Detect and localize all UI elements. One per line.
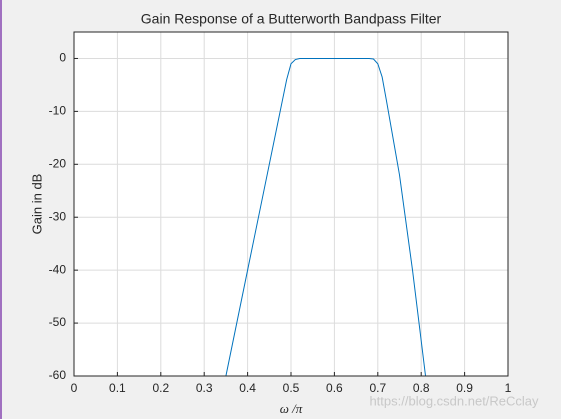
y-tick-label: -50 bbox=[49, 315, 67, 329]
x-tick-label: 0.4 bbox=[239, 381, 256, 395]
x-tick-label: 1 bbox=[505, 381, 512, 395]
x-tick-label: 0.2 bbox=[152, 381, 169, 395]
x-axis-label: ω /π bbox=[280, 401, 303, 416]
x-tick-label: 0.5 bbox=[283, 381, 300, 395]
window-border bbox=[0, 0, 2, 419]
y-axis-label: Gain in dB bbox=[29, 174, 44, 235]
axes-box bbox=[73, 31, 509, 377]
chart-title: Gain Response of a Butterworth Bandpass … bbox=[141, 11, 442, 27]
y-tick-label: -30 bbox=[49, 209, 67, 223]
y-tick-label: -60 bbox=[49, 368, 67, 382]
x-tick-label: 0.1 bbox=[109, 381, 126, 395]
watermark: https://blog.csdn.net/ReCclay bbox=[369, 393, 539, 408]
x-tick-label: 0.6 bbox=[326, 381, 343, 395]
y-tick-label: -10 bbox=[49, 104, 67, 118]
line bbox=[225, 57, 427, 377]
y-tick-label: -20 bbox=[49, 156, 67, 170]
x-tick-label: 0.7 bbox=[369, 381, 386, 395]
x-tick-label: 0.3 bbox=[196, 381, 213, 395]
x-tick-label: 0.8 bbox=[413, 381, 430, 395]
x-tick-label: 0.9 bbox=[456, 381, 473, 395]
y-tick-label: 0 bbox=[59, 51, 66, 65]
y-tick-label: -40 bbox=[49, 262, 67, 276]
x-tick-label: 0 bbox=[71, 381, 78, 395]
